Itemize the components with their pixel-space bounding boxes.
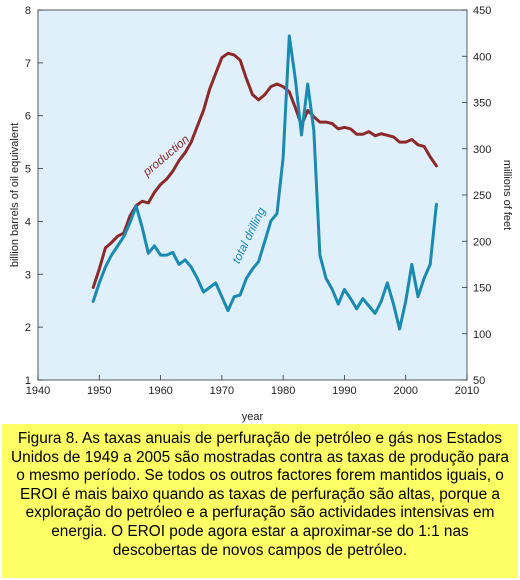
y-right-tick-label: 450 (473, 5, 491, 17)
y-left-tick-label: 2 (25, 322, 31, 334)
caption-box: Figura 8. As taxas anuais de perfuração … (2, 424, 518, 578)
y-axis-left-title: billion barrels of oil equivalent (9, 123, 21, 267)
x-tick-label: 2000 (393, 385, 417, 397)
y-right-tick-label: 400 (473, 51, 491, 63)
y-right-tick-label: 50 (473, 375, 485, 387)
y-right-tick-label: 300 (473, 144, 491, 156)
chart: 1940 1950 1960 1970 1980 1990 2000 2010 1 2 3 4 5 6 7 8… (9, 5, 513, 423)
x-tick-label: 1950 (87, 385, 111, 397)
y-right-tick-label: 350 (473, 98, 491, 110)
y-right-tick-label: 150 (473, 283, 491, 295)
y-right-tick-label: 250 (473, 190, 491, 202)
x-tick-label: 1960 (148, 385, 172, 397)
figure-caption: Figura 8. As taxas anuais de perfuração … (11, 430, 509, 559)
x-tick-label: 1980 (271, 385, 295, 397)
y-left-tick-label: 3 (25, 269, 31, 281)
y-left-tick-label: 8 (25, 5, 31, 17)
x-tick-label: 1990 (332, 385, 356, 397)
y-left-tick-label: 1 (25, 375, 31, 387)
y-left-tick-label: 4 (25, 216, 31, 228)
x-tick-label: 1970 (210, 385, 234, 397)
y-left-tick-label: 7 (25, 58, 31, 70)
x-tick-label: 2010 (455, 385, 479, 397)
plot-area (37, 9, 468, 381)
total-drilling-series-line (91, 34, 438, 331)
y-axis-right-title: millions of feet (501, 160, 513, 230)
x-tick-label: 1940 (26, 385, 50, 397)
production-series-line (91, 51, 438, 289)
y-right-tick-label: 100 (473, 329, 491, 341)
y-right-tick-label: 200 (473, 236, 491, 248)
y-left-tick-label: 5 (25, 164, 31, 176)
x-axis-title: year (242, 411, 264, 423)
y-left-tick-label: 6 (25, 111, 31, 123)
